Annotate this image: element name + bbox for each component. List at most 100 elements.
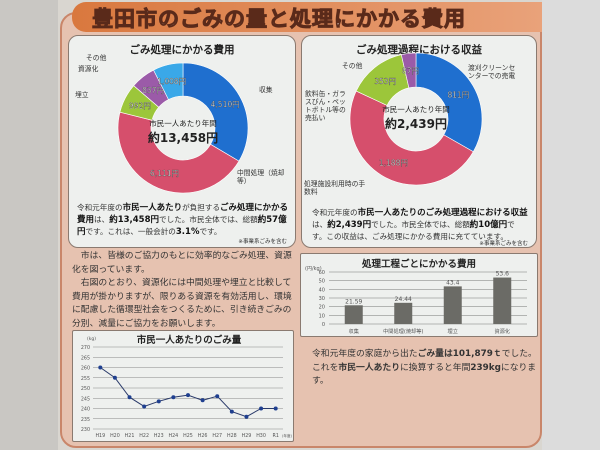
slice-value-label: 4,510円 <box>211 100 240 109</box>
y-tick-label: 240 <box>81 407 90 413</box>
label-power: 渡刈クリーンセンターでの売電 <box>468 64 516 80</box>
bar-value-label: 21.59 <box>345 298 362 305</box>
pie-slice <box>415 52 483 153</box>
y-tick-label: 250 <box>81 386 90 392</box>
y-tick-label: 20 <box>319 305 325 311</box>
pie-slice <box>182 62 249 162</box>
pie-slice <box>117 111 240 194</box>
x-tick-label: H23 <box>154 433 164 439</box>
x-tick-label: H20 <box>110 433 120 439</box>
x-tick-label: H29 <box>242 433 252 439</box>
amount-text: 令和元年度の家庭から出たごみ量は101,879ｔでした。これを市民一人あたりに換… <box>312 349 537 386</box>
data-point <box>186 393 190 398</box>
slice-value-label: 992円 <box>129 102 151 111</box>
label-intermediate: 中間処理（焼却等） <box>237 169 285 185</box>
data-point <box>127 395 132 400</box>
slice-value-label: 1,188円 <box>379 159 408 168</box>
revenue-note: 令和元年度の市民一人あたりのごみ処理過程における収益は、約2,439円でした。市… <box>312 208 528 241</box>
body-paragraph: 右図のとおり、資源化には中間処理や埋立と比較して費用が掛かりますが、限りある資源… <box>72 278 292 329</box>
x-tick-label: H26 <box>198 433 208 439</box>
title-banner <box>72 2 542 32</box>
data-point <box>142 404 147 409</box>
revenue-center-label: 市民一人あたり年間 <box>382 105 450 114</box>
cost-center-label: 市民一人あたり年間 <box>149 119 217 128</box>
slice-value-label: 353円 <box>374 77 396 86</box>
bar-chart-box: 処理工程ごとにかかる費用 (円/kg) 0 10 20 30 40 50 60 21.59 収集 24… <box>300 253 538 337</box>
y-tick-label: 10 <box>319 313 325 319</box>
label-landfill: 埋立 <box>75 91 89 99</box>
y-tick-label: 245 <box>81 396 90 402</box>
x-tick-label: 埋立 <box>448 327 458 335</box>
cost-footnote: ※事業系ごみを含む <box>238 239 287 245</box>
pie-slice <box>400 52 417 89</box>
revenue-pie-center: 市民一人あたり年間 約2,439円 <box>366 104 466 132</box>
bar-chart-title: 処理工程ごとにかかる費用 <box>361 258 476 270</box>
body-text: 市は、皆様のご協力のもとに効率的なごみ処理、資源化を図っています。 右図のとおり… <box>72 250 298 331</box>
y-tick-label: 255 <box>81 376 90 382</box>
cost-note: 令和元年度の市民一人あたりが負担するごみ処理にかかる費用は、約13,458円でし… <box>77 203 289 237</box>
x-tick-label: H19 <box>95 433 105 439</box>
x-axis-unit: (年度) <box>282 433 293 438</box>
bar <box>394 302 413 324</box>
data-point <box>112 375 117 380</box>
data-point <box>98 365 103 370</box>
label-recycle: 資源化 <box>78 65 99 73</box>
revenue-pie-box: ごみ処理過程における収益 811円 1,188円 353円 87円 市民一人あたり年間… <box>301 35 537 248</box>
y-tick-label: 260 <box>81 366 90 372</box>
bar <box>344 305 363 324</box>
data-point <box>200 398 205 403</box>
photo-edge-right <box>542 0 600 450</box>
line-chart: 市民一人あたりのごみ量 (kg) 230 235 240 245 250 255 260 265 2… <box>81 334 293 439</box>
label-collection: 収集 <box>259 86 273 94</box>
data-point <box>259 406 264 411</box>
cost-center-value: 約13,458円 <box>147 131 219 145</box>
y-tick-label: 40 <box>319 287 325 293</box>
label-fees: 処理施設利用時の手数料 <box>304 180 366 196</box>
data-point <box>229 409 234 414</box>
bar <box>493 277 512 324</box>
x-tick-label: 収集 <box>349 327 360 335</box>
bar-chart: 処理工程ごとにかかる費用 (円/kg) 0 10 20 30 40 50 60 21.59 収集 24… <box>305 258 527 335</box>
x-tick-label: H21 <box>125 433 135 439</box>
y-tick-label: 230 <box>81 427 90 433</box>
slice-value-label: 1,008円 <box>157 77 186 86</box>
bar <box>443 286 462 324</box>
x-tick-label: 中間処理(焼却等) <box>383 327 423 335</box>
x-tick-label: H28 <box>227 433 237 439</box>
revenue-pie-title: ごみ処理過程における収益 <box>356 44 482 56</box>
pie-slice <box>349 90 474 186</box>
x-tick-label: 資源化 <box>494 327 510 335</box>
label-other: その他 <box>86 54 107 62</box>
pie-slice <box>153 62 184 100</box>
x-tick-label: R1 <box>272 433 278 439</box>
slice-value-label: 837円 <box>142 86 164 95</box>
x-tick-label: H30 <box>256 433 266 439</box>
cost-pie-center: 市民一人あたり年間 約13,458円 <box>133 118 233 146</box>
slice-value-label: 87円 <box>402 66 419 75</box>
revenue-pie-chart: 811円 1,188円 353円 87円 <box>349 52 483 186</box>
slice-value-label: 6,111円 <box>150 169 179 178</box>
photo-edge-left <box>0 0 58 450</box>
page-title: 豊田市のごみの量と処理にかかる費用 <box>92 7 466 32</box>
y-tick-label: 0 <box>322 322 325 328</box>
y-tick-label: 235 <box>81 417 90 423</box>
data-point <box>244 414 249 419</box>
cost-pie-title: ごみ処理にかかる費用 <box>129 44 235 56</box>
data-point <box>156 399 161 404</box>
data-point <box>215 394 220 399</box>
line-chart-title: 市民一人あたりのごみ量 <box>137 334 242 346</box>
x-tick-label: H27 <box>212 433 222 439</box>
bar-value-label: 53.6 <box>496 271 510 278</box>
y-tick-label: 270 <box>81 345 90 351</box>
cost-pie-box: ごみ処理にかかる費用 4,510円 6,111円 992円 837円 1,008円 市民… <box>68 35 296 248</box>
revenue-footnote: ※事業系ごみを含む <box>479 241 528 247</box>
y-tick-label: 265 <box>81 355 90 361</box>
bar-value-label: 24.44 <box>395 296 412 303</box>
line-series <box>100 367 276 418</box>
label-rev-other: その他 <box>342 62 363 70</box>
y-tick-label: 60 <box>319 270 325 276</box>
line-y-unit: (kg) <box>87 336 96 342</box>
y-tick-label: 50 <box>319 279 325 285</box>
data-point <box>171 395 176 400</box>
revenue-center-value: 約2,439円 <box>385 117 447 131</box>
